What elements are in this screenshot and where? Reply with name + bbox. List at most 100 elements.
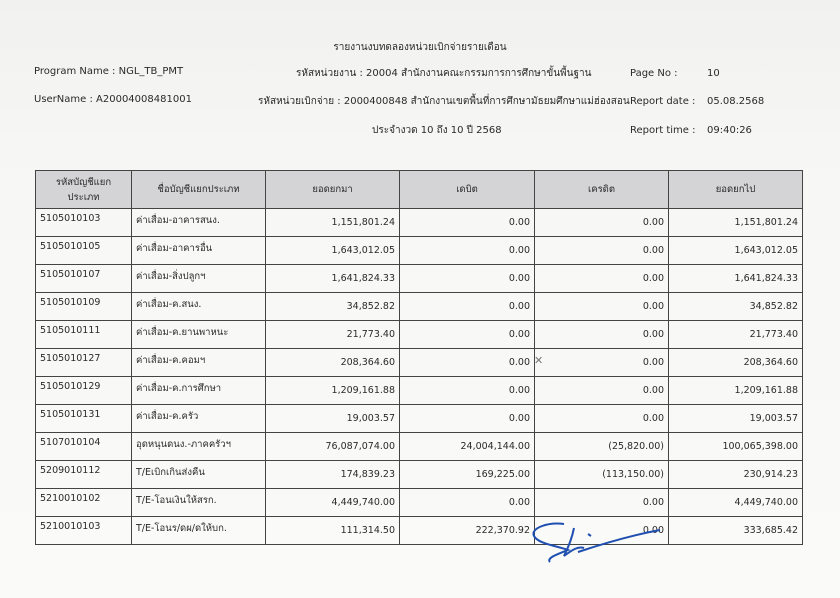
cell-closing-balance: 1,209,161.88 — [668, 376, 803, 405]
table-row: 5105010107 ค่าเสื่อม-สิ่งปลูกฯ 1,641,824.3… — [35, 264, 803, 293]
cell-opening-balance: 174,839.23 — [265, 460, 400, 489]
cell-credit: (25,820.00) — [534, 432, 669, 461]
cell-account-code: 5105010131 — [35, 404, 132, 433]
table-row: 5209010112 T/Eเบิกเกินส่งคืน 174,839.23 169… — [35, 460, 803, 489]
cell-opening-balance: 1,209,161.88 — [265, 376, 400, 405]
header-debit: เดบิต — [399, 170, 535, 209]
cell-account-code: 5105010127 — [35, 348, 132, 377]
table-row: 5107010104 อุดหนุนดนง.-ภาคครัวฯ 76,087,074… — [35, 432, 803, 461]
cell-opening-balance: 1,151,801.24 — [265, 208, 400, 237]
cell-account-name: ค่าเสื่อม-อาคารอื่น — [131, 236, 266, 265]
table-row: 5105010111 ค่าเสื่อม-ค.ยานพาหนะ 21,773.40 0… — [35, 320, 803, 349]
cell-account-name: ค่าเสื่อม-สิ่งปลูกฯ — [131, 264, 266, 293]
cell-debit: 0.00 — [399, 292, 535, 321]
table-row: 5210010102 T/E-โอนเงินให้สรก. 4,449,740.00… — [35, 488, 803, 517]
cell-debit: 0.00 — [399, 320, 535, 349]
cell-debit: 222,370.92 — [399, 516, 535, 545]
cell-debit: 0.00 — [399, 264, 535, 293]
cell-closing-balance: 208,364.60 — [668, 348, 803, 377]
cell-debit: 0.00 — [399, 208, 535, 237]
cell-opening-balance: 19,003.57 — [265, 404, 400, 433]
cell-opening-balance: 208,364.60 — [265, 348, 400, 377]
cell-debit: 169,225.00 — [399, 460, 535, 489]
table-row: 5105010127 ค่าเสื่อม-ค.คอมฯ 208,364.60 0.00… — [35, 348, 803, 377]
cell-credit: 0.00 — [534, 404, 669, 433]
cell-closing-balance: 100,065,398.00 — [668, 432, 803, 461]
cell-debit: 0.00 — [399, 404, 535, 433]
report-date-label: Report date : — [630, 96, 696, 107]
cell-opening-balance: 111,314.50 — [265, 516, 400, 545]
cell-closing-balance: 230,914.23 — [668, 460, 803, 489]
cell-account-code: 5210010102 — [35, 488, 132, 517]
table-row: 5105010103 ค่าเสื่อม-อาคารสนง. 1,151,801.2… — [35, 208, 803, 237]
cell-account-name: ค่าเสื่อม-ค.ยานพาหนะ — [131, 320, 266, 349]
cell-credit: (113,150.00) — [534, 460, 669, 489]
cell-account-name: ค่าเสื่อม-อาคารสนง. — [131, 208, 266, 237]
cell-account-code: 5107010104 — [35, 432, 132, 461]
cell-account-name: ค่าเสื่อม-ค.การศึกษา — [131, 376, 266, 405]
cell-closing-balance: 34,852.82 — [668, 292, 803, 321]
cell-opening-balance: 34,852.82 — [265, 292, 400, 321]
table-row: 5105010105 ค่าเสื่อม-อาคารอื่น 1,643,012.0… — [35, 236, 803, 265]
page-no: 10 — [707, 68, 720, 79]
signature — [532, 522, 661, 563]
cell-debit: 24,004,144.00 — [399, 432, 535, 461]
report-title: รายงานงบทดลองหน่วยเบิกจ่ายรายเดือน — [333, 42, 507, 53]
page-no-label: Page No : — [630, 68, 678, 79]
report-date: 05.08.2568 — [707, 96, 765, 107]
cell-credit: 0.00 — [534, 376, 669, 405]
disbursing-unit-code: รหัสหน่วยเบิกจ่าย : 2000400848 สำนักงานเ… — [258, 96, 630, 107]
user-name: UserName : A20004008481001 — [34, 94, 192, 105]
table-row: 5105010109 ค่าเสื่อม-ค.สนง. 34,852.82 0.00 0… — [35, 292, 803, 321]
header-opening-balance: ยอดยกมา — [265, 170, 400, 209]
cell-credit: 0.00 — [534, 208, 669, 237]
report-time: 09:40:26 — [707, 125, 752, 136]
cell-debit: 0.00 — [399, 236, 535, 265]
cell-closing-balance: 1,641,824.33 — [668, 264, 803, 293]
cell-credit: 0.00 — [534, 348, 669, 377]
cell-credit: 0.00 — [534, 264, 669, 293]
cell-credit: 0.00 — [534, 292, 669, 321]
cell-credit: 0.00 — [534, 236, 669, 265]
trial-balance-table: รหัสบัญชีแยกประเภท ชื่อบัญชีแยกประเภท ยอ… — [35, 170, 803, 545]
cell-debit: 0.00 — [399, 488, 535, 517]
cell-account-code: 5105010103 — [35, 208, 132, 237]
header-credit: เครดิต — [534, 170, 669, 209]
cell-opening-balance: 1,641,824.33 — [265, 264, 400, 293]
header-account-code: รหัสบัญชีแยกประเภท — [35, 170, 132, 209]
cell-closing-balance: 1,151,801.24 — [668, 208, 803, 237]
cell-closing-balance: 4,449,740.00 — [668, 488, 803, 517]
cell-account-name: T/E-โอนร/ดผ/ดให้บก. — [131, 516, 266, 545]
cell-account-name: T/E-โอนเงินให้สรก. — [131, 488, 266, 517]
cell-closing-balance: 19,003.57 — [668, 404, 803, 433]
cell-closing-balance: 21,773.40 — [668, 320, 803, 349]
cell-account-code: 5105010107 — [35, 264, 132, 293]
cell-account-code: 5210010103 — [35, 516, 132, 545]
cell-account-code: 5105010109 — [35, 292, 132, 321]
cell-credit: 0.00 — [534, 320, 669, 349]
cell-opening-balance: 21,773.40 — [265, 320, 400, 349]
table-row: 5105010129 ค่าเสื่อม-ค.การศึกษา 1,209,161.… — [35, 376, 803, 405]
cell-opening-balance: 1,643,012.05 — [265, 236, 400, 265]
cell-closing-balance: 333,685.42 — [668, 516, 803, 545]
cell-account-name: ค่าเสื่อม-ค.คอมฯ — [131, 348, 266, 377]
cell-opening-balance: 76,087,074.00 — [265, 432, 400, 461]
report-time-label: Report time : — [630, 125, 696, 136]
cell-account-name: ค่าเสื่อม-ค.ครัว — [131, 404, 266, 433]
header-account-name: ชื่อบัญชีแยกประเภท — [131, 170, 266, 209]
table-row: 5105010131 ค่าเสื่อม-ค.ครัว 19,003.57 0.00 0… — [35, 404, 803, 433]
cell-credit: 0.00 — [534, 488, 669, 517]
program-name: Program Name : NGL_TB_PMT — [34, 66, 184, 77]
cell-account-name: ค่าเสื่อม-ค.สนง. — [131, 292, 266, 321]
cell-account-code: 5105010105 — [35, 236, 132, 265]
cell-closing-balance: 1,643,012.05 — [668, 236, 803, 265]
cell-account-code: 5105010129 — [35, 376, 132, 405]
table-header-row: รหัสบัญชีแยกประเภท ชื่อบัญชีแยกประเภท ยอ… — [35, 170, 803, 209]
check-mark: ✕ — [534, 354, 544, 367]
agency-code: รหัสหน่วยงาน : 20004 สำนักงานคณะกรรมการก… — [296, 68, 592, 79]
cell-debit: 0.00 — [399, 376, 535, 405]
cell-account-code: 5105010111 — [35, 320, 132, 349]
cell-account-code: 5209010112 — [35, 460, 132, 489]
cell-account-name: T/Eเบิกเกินส่งคืน — [131, 460, 266, 489]
